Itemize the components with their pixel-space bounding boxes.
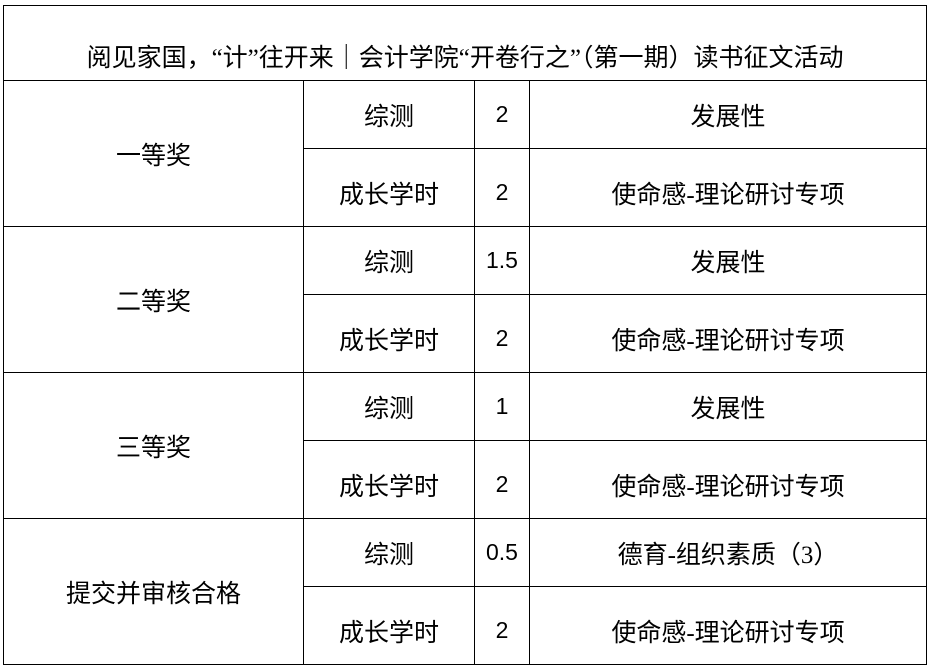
- credit-category: 使命感-理论研讨专项: [528, 586, 928, 665]
- table-row: 提交并审核合格 综测 0.5 德育-组织素质（3）: [3, 518, 928, 665]
- credit-value: 2: [474, 148, 530, 227]
- credit-value: 1: [474, 372, 530, 441]
- credit-category: 德育-组织素质（3）: [528, 518, 928, 587]
- credit-value: 2: [474, 586, 530, 665]
- credit-value: 2: [474, 80, 530, 149]
- table-row: 三等奖 综测 1 发展性: [3, 372, 928, 519]
- award-level: 一等奖: [3, 80, 304, 227]
- credit-type: 成长学时: [303, 148, 475, 227]
- table-row: 成长学时 2 使命感-理论研讨专项: [4, 148, 928, 227]
- credit-type: 综测: [303, 80, 475, 149]
- credit-category: 发展性: [528, 226, 928, 295]
- credit-type: 综测: [303, 226, 475, 295]
- credit-category: 使命感-理论研讨专项: [528, 440, 928, 519]
- table-row: 成长学时 2 使命感-理论研讨专项: [4, 294, 928, 373]
- credit-value: 2: [474, 440, 530, 519]
- credit-category: 发展性: [528, 80, 928, 149]
- table-row: 二等奖 综测 1.5 发展性: [3, 226, 928, 373]
- credit-value: 0.5: [474, 518, 530, 587]
- title-row: 阅见家国，“计”往开来｜会计学院“开卷行之”（第一期）读书征文活动: [2, 5, 928, 81]
- table-title: 阅见家国，“计”往开来｜会计学院“开卷行之”（第一期）读书征文活动: [2, 5, 928, 81]
- credit-value: 2: [474, 294, 530, 373]
- table-row: 成长学时 2 使命感-理论研讨专项: [4, 440, 928, 519]
- credit-value: 1.5: [474, 226, 530, 295]
- credit-type: 成长学时: [303, 586, 475, 665]
- credit-category: 发展性: [528, 372, 928, 441]
- award-level: 三等奖: [3, 372, 304, 519]
- credit-type: 综测: [303, 372, 475, 441]
- table-row: 一等奖 综测 2 发展性: [3, 80, 928, 227]
- award-table: 阅见家国，“计”往开来｜会计学院“开卷行之”（第一期）读书征文活动 一等奖 综测 2…: [2, 5, 928, 665]
- credit-type: 综测: [303, 518, 475, 587]
- credit-category: 使命感-理论研讨专项: [528, 294, 928, 373]
- award-level: 二等奖: [3, 226, 304, 373]
- credit-type: 成长学时: [303, 440, 475, 519]
- credit-type: 成长学时: [303, 294, 475, 373]
- credit-category: 使命感-理论研讨专项: [528, 148, 928, 227]
- award-level: 提交并审核合格: [3, 518, 304, 665]
